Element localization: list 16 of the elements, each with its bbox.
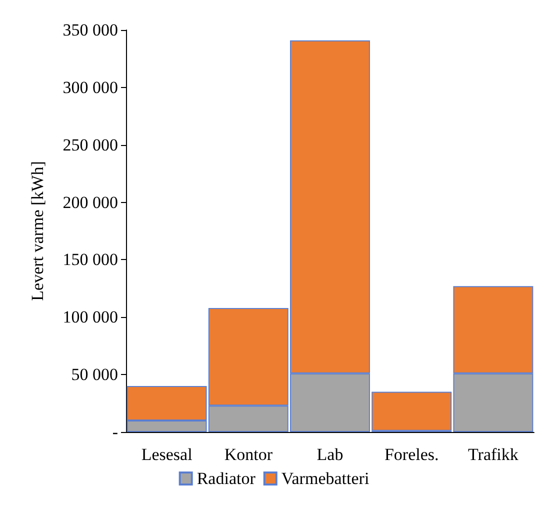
y-axis-title: Levert varme [kWh] (28, 161, 47, 301)
y-tick-label: - (112, 422, 118, 442)
y-tick-label: 50 000 (71, 365, 118, 384)
x-tick-label: Foreles. (384, 445, 439, 464)
x-tick-label: Trafikk (468, 445, 519, 464)
y-tick-label: 250 000 (62, 135, 118, 154)
x-tick-label: Kontor (224, 445, 273, 464)
y-tick-label: 150 000 (62, 250, 118, 270)
y-tick-label: 350 000 (62, 20, 118, 40)
legend-label: Varmebatteri (281, 469, 370, 488)
x-tick-label: Lab (316, 445, 344, 464)
y-tick-label: 300 000 (62, 78, 118, 97)
x-tick-label: Lesesal (141, 445, 193, 464)
legend-label: Radiator (196, 469, 256, 488)
y-tick-label: 200 000 (62, 192, 118, 212)
y-tick-label: 100 000 (62, 308, 118, 327)
